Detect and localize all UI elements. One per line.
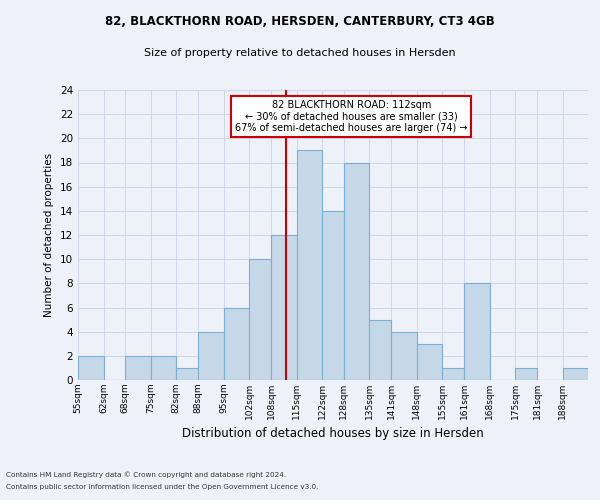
Bar — [176, 368, 198, 380]
Bar — [370, 320, 391, 380]
Bar — [322, 211, 344, 380]
Bar — [515, 368, 537, 380]
Bar — [224, 308, 249, 380]
Bar — [344, 162, 370, 380]
Bar — [125, 356, 151, 380]
Bar — [563, 368, 588, 380]
Bar — [78, 356, 104, 380]
Text: Contains HM Land Registry data © Crown copyright and database right 2024.: Contains HM Land Registry data © Crown c… — [6, 471, 286, 478]
Bar — [249, 259, 271, 380]
Bar — [296, 150, 322, 380]
Bar — [417, 344, 442, 380]
Bar — [464, 284, 490, 380]
Text: Size of property relative to detached houses in Hersden: Size of property relative to detached ho… — [144, 48, 456, 58]
X-axis label: Distribution of detached houses by size in Hersden: Distribution of detached houses by size … — [182, 428, 484, 440]
Bar — [271, 235, 296, 380]
Text: 82 BLACKTHORN ROAD: 112sqm
← 30% of detached houses are smaller (33)
67% of semi: 82 BLACKTHORN ROAD: 112sqm ← 30% of deta… — [235, 100, 467, 133]
Bar — [442, 368, 464, 380]
Y-axis label: Number of detached properties: Number of detached properties — [44, 153, 55, 317]
Bar — [151, 356, 176, 380]
Bar — [391, 332, 417, 380]
Bar — [198, 332, 224, 380]
Text: Contains public sector information licensed under the Open Government Licence v3: Contains public sector information licen… — [6, 484, 319, 490]
Text: 82, BLACKTHORN ROAD, HERSDEN, CANTERBURY, CT3 4GB: 82, BLACKTHORN ROAD, HERSDEN, CANTERBURY… — [105, 15, 495, 28]
